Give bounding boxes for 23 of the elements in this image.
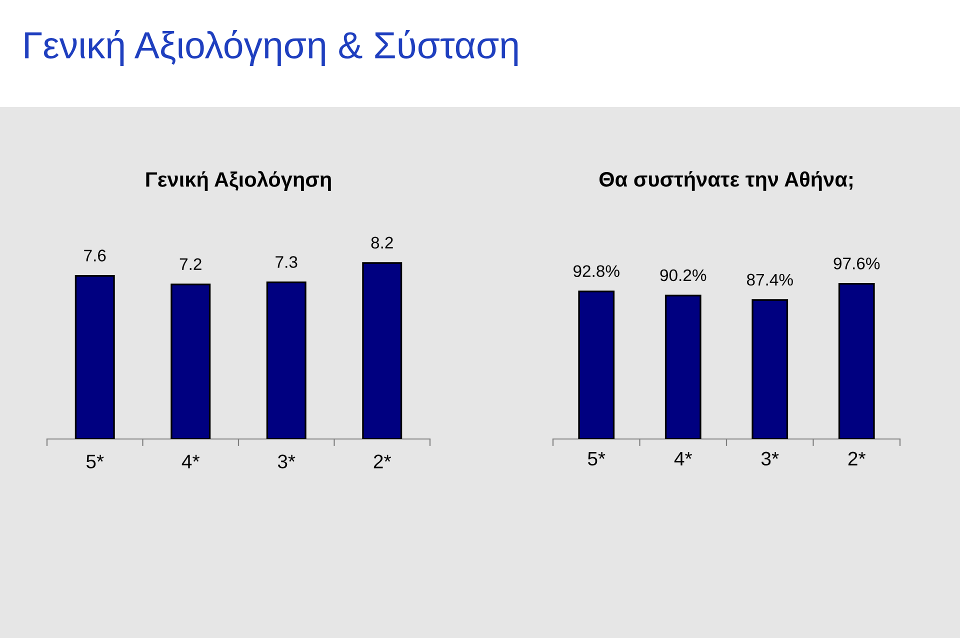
data-label: 7.6 (84, 250, 106, 262)
x-tick-label: 4* (674, 452, 692, 466)
data-label: 8.2 (371, 236, 393, 249)
data-label: 7.3 (276, 256, 298, 268)
chart-title: Γενική Αξιολόγηση (146, 171, 331, 191)
x-tick-label: 3* (278, 454, 296, 468)
bar (362, 262, 402, 439)
data-label: 7.2 (180, 258, 202, 270)
x-tick-label: 5* (86, 454, 104, 468)
data-label: 97.6% (834, 258, 880, 270)
x-tick-label: 2* (848, 452, 866, 466)
bar (170, 284, 211, 439)
bar (266, 281, 306, 439)
x-tick-label: 3* (761, 452, 779, 466)
x-tick-label: 4* (182, 454, 200, 468)
x-tick-label: 5* (588, 452, 606, 466)
bar (74, 275, 115, 439)
data-label: 92.8% (574, 265, 620, 278)
x-tick-label: 2* (374, 454, 392, 468)
chart-title: Θα συστήνατε την Αθήνα; (599, 171, 852, 191)
text: Γενική Αξιολόγηση & Σύσταση (25, 30, 518, 66)
data-label: 90.2% (660, 269, 706, 282)
data-label: 87.4% (746, 274, 793, 286)
